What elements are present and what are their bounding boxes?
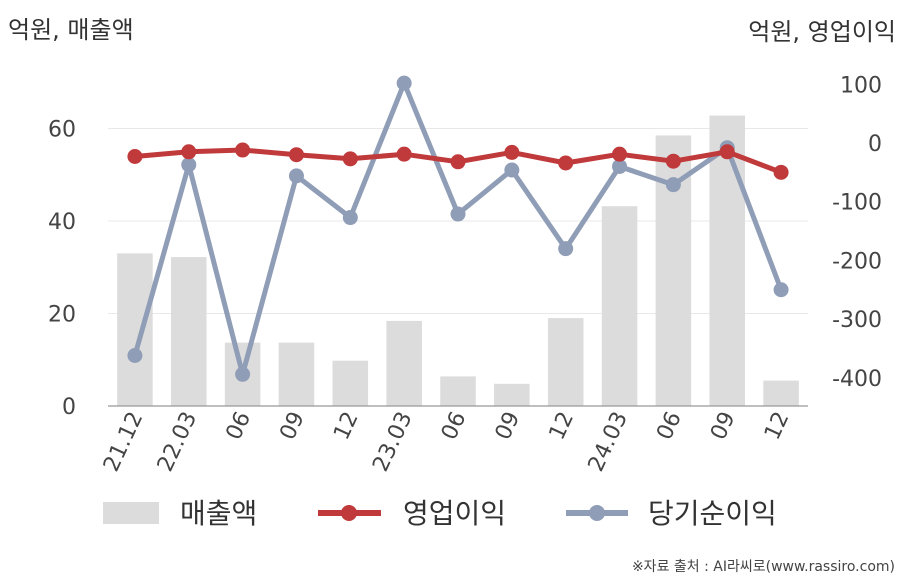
bar-7 [494, 383, 530, 406]
line-series [127, 75, 789, 382]
x-tick-1: 22.03 [153, 408, 202, 476]
bar-series [117, 115, 799, 407]
x-tick-0: 21.12 [99, 408, 148, 476]
legend: 매출액 영업이익 당기순이익 [103, 497, 777, 530]
bar-8 [547, 318, 584, 406]
point-2-1 [181, 157, 197, 173]
bar-3 [278, 342, 315, 406]
point-2-9 [612, 158, 628, 174]
point-1-3 [288, 147, 304, 163]
point-2-12 [773, 282, 789, 298]
point-1-8 [558, 155, 574, 171]
right-tick-2: -100 [832, 191, 882, 216]
point-1-10 [665, 153, 681, 169]
x-tick-7: 09 [491, 408, 525, 444]
legend-marker-operating [341, 505, 357, 521]
left-tick-3: 60 [48, 118, 76, 143]
point-2-2 [235, 366, 251, 382]
point-2-8 [558, 241, 574, 257]
x-tick-4: 12 [329, 408, 363, 444]
bar-6 [440, 376, 476, 406]
x-tick-10: 06 [652, 408, 686, 444]
point-1-1 [181, 144, 197, 160]
bar-4 [332, 360, 369, 406]
point-2-10 [665, 177, 681, 193]
point-1-4 [342, 151, 358, 167]
x-tick-9: 24.03 [584, 408, 633, 476]
right-tick-0: 100 [840, 73, 882, 98]
point-1-9 [612, 146, 628, 162]
left-axis-label: 억원, 매출액 [8, 16, 134, 44]
x-tick-5: 23.03 [368, 408, 417, 476]
point-1-5 [396, 146, 412, 162]
x-tick-3: 09 [275, 408, 309, 444]
point-2-3 [288, 168, 304, 184]
left-tick-0: 0 [62, 395, 76, 420]
right-axis-ticks: 100 0 -100 -200 -300 -400 [832, 73, 882, 392]
right-tick-4: -300 [832, 308, 882, 333]
left-tick-2: 40 [48, 210, 76, 235]
x-axis-ticks: 21.12 22.03 06 09 12 23.03 06 09 12 24.03 06 09 12 [99, 408, 794, 476]
source-footer: ※자료 출처 : AI라씨로(www.rassiro.com) [632, 559, 895, 575]
right-tick-3: -200 [832, 249, 882, 274]
legend-marker-net [589, 505, 605, 521]
point-2-0 [127, 347, 143, 363]
legend-label-net: 당기순이익 [648, 497, 777, 530]
right-tick-1: 0 [868, 132, 882, 157]
point-1-11 [719, 144, 735, 160]
left-axis-ticks: 0 20 40 60 [48, 118, 76, 421]
point-1-2 [235, 142, 251, 158]
point-2-4 [342, 210, 358, 226]
left-tick-1: 20 [48, 303, 76, 328]
x-tick-11: 09 [706, 408, 740, 444]
legend-label-operating: 영업이익 [403, 497, 506, 530]
x-tick-8: 12 [545, 408, 579, 444]
point-1-6 [450, 154, 466, 170]
bar-5 [386, 320, 422, 406]
point-1-7 [504, 144, 520, 160]
bar-12 [763, 380, 799, 406]
bar-11 [709, 115, 745, 407]
bar-1 [171, 257, 207, 406]
legend-label-sales: 매출액 [180, 497, 257, 530]
point-2-6 [450, 206, 466, 222]
legend-swatch-sales [103, 502, 159, 524]
bar-0 [117, 253, 153, 406]
point-2-5 [396, 75, 412, 91]
x-tick-6: 06 [437, 408, 471, 444]
x-tick-12: 12 [760, 408, 794, 444]
right-tick-5: -400 [832, 367, 882, 392]
point-1-12 [773, 164, 789, 180]
bar-9 [601, 206, 638, 406]
point-2-7 [504, 162, 520, 178]
right-axis-label: 억원, 영업이익 [748, 18, 896, 46]
x-tick-2: 06 [222, 408, 256, 444]
point-1-0 [127, 149, 143, 165]
